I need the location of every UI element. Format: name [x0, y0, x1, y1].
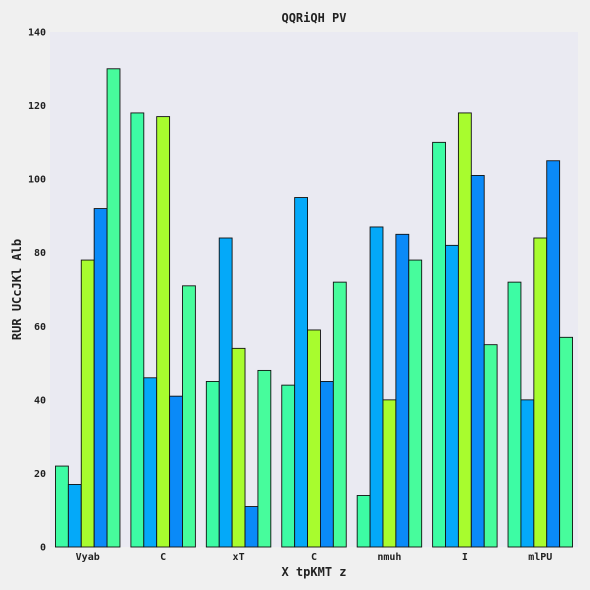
x-tick-label: xT	[233, 552, 245, 563]
x-tick-label: C	[311, 552, 317, 563]
bar-7-series-4	[546, 160, 561, 548]
bar-6-series-4	[470, 175, 485, 548]
x-tick-label: mlPU	[528, 552, 552, 563]
bar-1-series-2	[67, 484, 82, 548]
bar-3-series-2	[218, 237, 233, 548]
bar-2-series-5	[182, 285, 196, 548]
x-tick-label: C	[160, 552, 166, 563]
bar-2-series-1	[130, 112, 145, 548]
bar-4-series-3	[307, 329, 321, 548]
bar-5-series-3	[382, 399, 397, 548]
x-tick-label: nmuh	[377, 552, 401, 563]
bar-5-series-5	[408, 259, 423, 548]
bar-6-series-5	[483, 344, 498, 548]
bar-2-series-2	[143, 377, 158, 548]
bar-3-series-5	[257, 369, 272, 548]
bar-5-series-1	[356, 495, 371, 548]
bar-1-series-5	[106, 68, 121, 548]
x-axis-label: X tpKMT z	[281, 565, 346, 579]
chart-title: QQRiQH PV	[281, 11, 346, 25]
bar-2-series-4	[169, 395, 183, 548]
bar-6-series-3	[457, 112, 472, 548]
bar-2-series-3	[156, 116, 171, 548]
y-axis: 0 20 40 60 80 100 120 140	[28, 28, 46, 554]
y-tick-label: 40	[34, 395, 46, 406]
bar-7-series-5	[559, 336, 573, 548]
bar-5-series-2	[369, 226, 384, 548]
bar-3-series-4	[244, 506, 259, 548]
y-axis-label: RUR UCcJKl Alb	[10, 239, 24, 340]
bar-6-series-2	[445, 244, 459, 548]
bar-7-series-3	[533, 237, 548, 548]
bar-3-series-3	[231, 347, 246, 548]
bar-1-series-3	[80, 259, 95, 548]
y-tick-label: 120	[28, 101, 46, 112]
bar-6-series-1	[432, 141, 446, 548]
y-tick-label: 60	[34, 322, 46, 333]
x-tick-label: Vyab	[76, 552, 100, 563]
y-tick-label: 140	[28, 28, 46, 39]
bar-5-series-4	[395, 233, 410, 548]
bars-group	[55, 68, 573, 548]
bar-1-series-1	[55, 465, 69, 548]
bar-3-series-1	[205, 381, 220, 548]
bar-4-series-2	[294, 197, 308, 548]
x-tick-label: I	[462, 552, 468, 563]
bar-7-series-1	[507, 281, 522, 548]
bar-1-series-4	[93, 208, 108, 548]
y-tick-label: 100	[28, 175, 46, 186]
y-tick-label: 80	[34, 248, 46, 259]
bar-4-series-5	[332, 281, 347, 548]
bar-4-series-4	[320, 381, 334, 548]
bar-7-series-2	[520, 399, 535, 548]
bar-4-series-1	[281, 384, 296, 548]
y-tick-label: 20	[34, 469, 46, 480]
y-tick-label: 0	[40, 543, 46, 554]
